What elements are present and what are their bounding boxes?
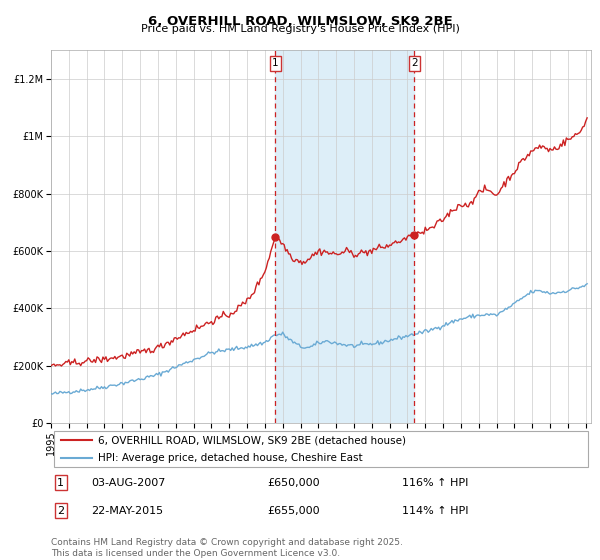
- Text: Contains HM Land Registry data © Crown copyright and database right 2025.
This d: Contains HM Land Registry data © Crown c…: [51, 538, 403, 558]
- Text: 6, OVERHILL ROAD, WILMSLOW, SK9 2BE (detached house): 6, OVERHILL ROAD, WILMSLOW, SK9 2BE (det…: [98, 435, 406, 445]
- Text: 1: 1: [57, 478, 64, 488]
- Text: 116% ↑ HPI: 116% ↑ HPI: [402, 478, 469, 488]
- Text: 2: 2: [57, 506, 64, 516]
- Text: £650,000: £650,000: [267, 478, 320, 488]
- Text: 1: 1: [272, 58, 278, 68]
- Text: 2: 2: [411, 58, 418, 68]
- Text: 03-AUG-2007: 03-AUG-2007: [91, 478, 166, 488]
- Text: 114% ↑ HPI: 114% ↑ HPI: [402, 506, 469, 516]
- Text: Price paid vs. HM Land Registry's House Price Index (HPI): Price paid vs. HM Land Registry's House …: [140, 24, 460, 34]
- Text: HPI: Average price, detached house, Cheshire East: HPI: Average price, detached house, Ches…: [98, 453, 362, 463]
- Text: 6, OVERHILL ROAD, WILMSLOW, SK9 2BE: 6, OVERHILL ROAD, WILMSLOW, SK9 2BE: [148, 15, 452, 27]
- Bar: [275, 50, 414, 423]
- Text: 22-MAY-2015: 22-MAY-2015: [91, 506, 164, 516]
- Text: £655,000: £655,000: [267, 506, 320, 516]
